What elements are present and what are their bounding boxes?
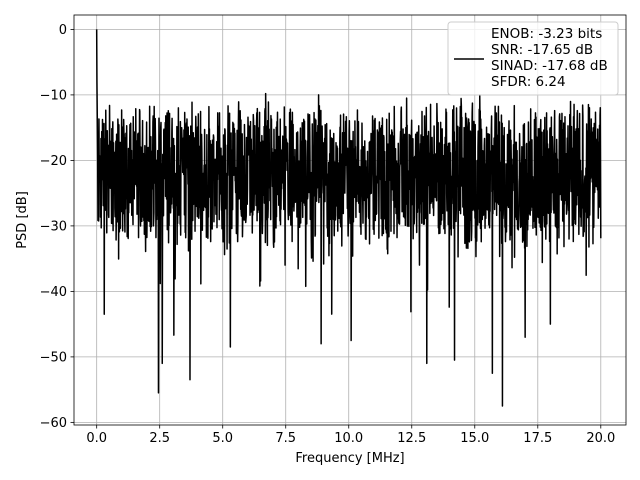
plot-area <box>95 29 602 407</box>
y-tick-label: 0 <box>59 23 67 38</box>
y-tick-label: −60 <box>40 416 67 431</box>
x-tick-label: 10.0 <box>334 431 363 446</box>
y-tick-label: −40 <box>40 285 67 300</box>
x-tick-label: 17.5 <box>523 431 552 446</box>
x-tick-label: 0.0 <box>86 431 107 446</box>
legend: ENOB: -3.23 bits SNR: -17.65 dB SINAD: -… <box>447 21 619 96</box>
y-tick-label: −30 <box>40 219 67 234</box>
x-axis-ticks: 0.0 2.5 5.0 7.5 10.0 12.5 15.0 17.5 20.0 <box>86 425 615 446</box>
x-tick-label: 12.5 <box>397 431 426 446</box>
x-tick-label: 20.0 <box>586 431 615 446</box>
legend-text-sfdr: SFDR: 6.24 <box>491 74 566 90</box>
y-axis-label: PSD [dB] <box>15 191 30 249</box>
y-tick-label: −50 <box>40 350 67 365</box>
y-tick-label: −10 <box>40 88 67 103</box>
legend-box <box>447 21 619 96</box>
legend-text-snr: SNR: -17.65 dB <box>491 42 593 58</box>
x-tick-label: 5.0 <box>212 431 233 446</box>
legend-text-sinad: SINAD: -17.68 dB <box>491 58 608 74</box>
x-tick-label: 7.5 <box>275 431 296 446</box>
x-axis-label: Frequency [MHz] <box>295 451 404 466</box>
legend-text-enob: ENOB: -3.23 bits <box>491 26 602 42</box>
y-tick-label: −20 <box>40 154 67 169</box>
series-line-psd <box>95 29 602 407</box>
axes-frame <box>73 14 627 426</box>
x-tick-label: 2.5 <box>149 431 170 446</box>
y-axis-ticks: 0 −10 −20 −30 −40 −50 −60 <box>40 23 74 431</box>
x-tick-label: 15.0 <box>460 431 489 446</box>
